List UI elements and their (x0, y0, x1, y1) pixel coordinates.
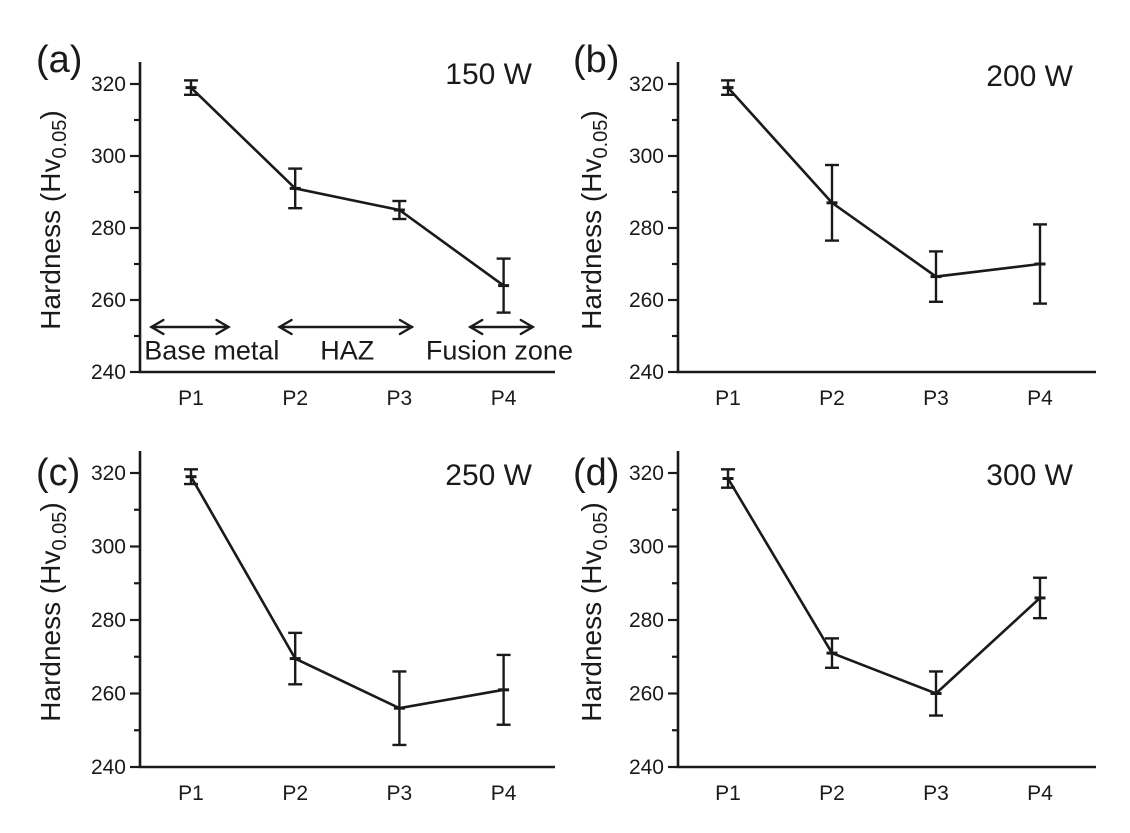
zone-label: Fusion zone (426, 335, 573, 365)
data-line (726, 477, 1041, 696)
x-tick-label: P1 (178, 387, 204, 410)
y-axis-label: Hardness (Hv0.05) (35, 110, 71, 329)
panel-c-chart: 240 260 280 300 320 P1 P2 P3 P4 Hardness (Hv0.05)… (35, 451, 555, 805)
y-tick-label: 320 (629, 73, 664, 96)
y-tick-label: 280 (629, 217, 664, 240)
zone-label: Base metal (144, 335, 279, 365)
x-tick-label: P3 (923, 782, 949, 805)
power-label: 300 W (986, 459, 1073, 492)
x-tick-label: P2 (282, 782, 308, 805)
x-tick-label: P1 (715, 782, 741, 805)
data-line (727, 86, 1041, 278)
zone-arrow (277, 318, 415, 336)
x-tick-label: P4 (1027, 782, 1053, 805)
zone-arrow (149, 318, 231, 336)
x-tick-label: P2 (282, 387, 308, 410)
y-axis-label: Hardness (Hv0.05) (576, 502, 612, 721)
y-tick-label: 300 (91, 536, 126, 559)
y-tick-label: 260 (629, 289, 664, 312)
y-tick-label: 240 (629, 361, 664, 384)
power-label: 150 W (445, 58, 532, 91)
x-tick-label: P4 (491, 782, 517, 805)
y-tick-label: 320 (91, 73, 126, 96)
power-label: 250 W (445, 459, 532, 492)
y-tick-label: 320 (629, 462, 664, 485)
panel-label: (c) (36, 452, 80, 494)
y-tick-label: 280 (629, 609, 664, 632)
y-tick-label: 320 (91, 462, 126, 485)
y-tick-label: 300 (629, 536, 664, 559)
data-line (190, 86, 505, 287)
x-tick-label: P4 (1027, 387, 1053, 410)
x-tick-label: P1 (715, 387, 741, 410)
x-tick-label: P4 (491, 387, 517, 410)
y-axis-label: Hardness (Hv0.05) (576, 110, 612, 329)
y-tick-label: 240 (91, 361, 126, 384)
y-tick-label: 260 (91, 289, 126, 312)
x-tick-label: P3 (923, 387, 949, 410)
panel-label: (d) (573, 452, 619, 494)
panel-a-chart: 240 260 280 300 320 P1 P2 P3 P4 Hardness (Hv0.05)… (35, 39, 573, 410)
y-tick-label: 300 (91, 145, 126, 168)
y-tick-label: 280 (91, 217, 126, 240)
y-axis-label: Hardness (Hv0.05) (35, 502, 71, 721)
y-tick-label: 300 (629, 145, 664, 168)
panel-label: (b) (573, 39, 619, 81)
power-label: 200 W (986, 60, 1073, 93)
zone-arrow (467, 318, 536, 336)
panel-b-chart: 240 260 280 300 320 P1 P2 P3 P4 Hardness (Hv0.05)… (573, 39, 1096, 410)
y-tick-label: 260 (91, 683, 126, 706)
x-tick-label: P3 (387, 782, 413, 805)
x-tick-label: P2 (819, 782, 845, 805)
x-tick-label: P3 (387, 387, 413, 410)
y-tick-label: 240 (629, 756, 664, 779)
y-tick-label: 260 (629, 683, 664, 706)
y-tick-label: 240 (91, 756, 126, 779)
x-tick-label: P2 (819, 387, 845, 410)
x-tick-label: P1 (178, 782, 204, 805)
y-tick-label: 280 (91, 609, 126, 632)
panel-d-chart: 240 260 280 300 320 P1 P2 P3 P4 Hardness (Hv0.05)… (573, 451, 1096, 805)
panel-label: (a) (36, 39, 82, 81)
zone-label: HAZ (320, 335, 374, 365)
data-line (189, 476, 504, 710)
